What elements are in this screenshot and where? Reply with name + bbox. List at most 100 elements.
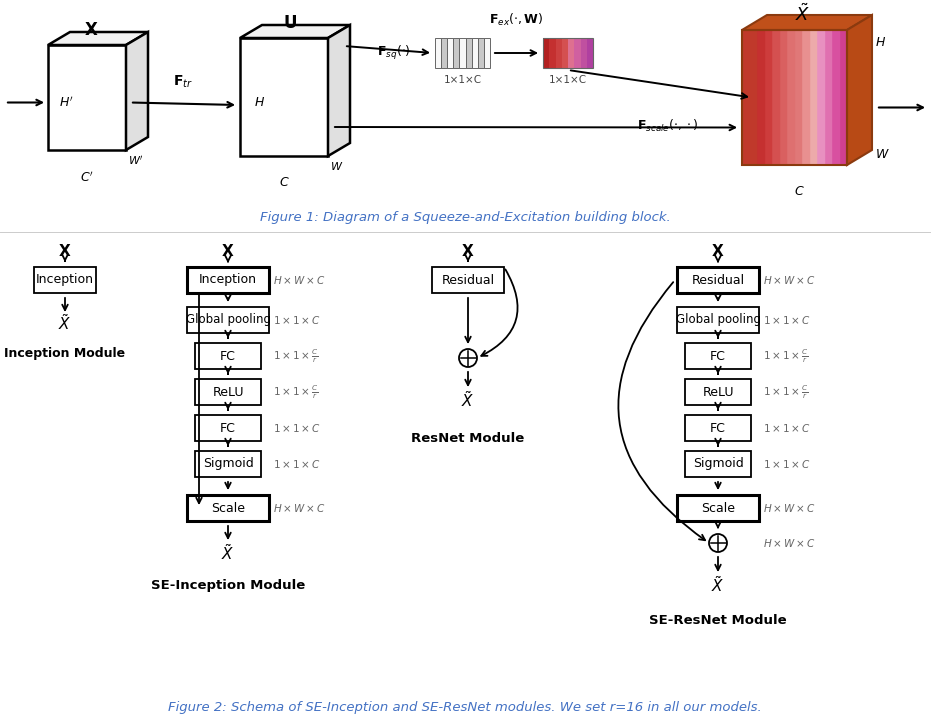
Polygon shape [840, 30, 847, 165]
Polygon shape [187, 307, 269, 333]
Text: $\tilde{X}$: $\tilde{X}$ [222, 543, 235, 563]
Text: $\tilde{X}$: $\tilde{X}$ [59, 313, 72, 333]
Polygon shape [685, 343, 751, 369]
Text: Inception: Inception [199, 274, 257, 287]
Text: Residual: Residual [692, 274, 745, 287]
Text: $1\times 1\times\frac{C}{r}$: $1\times 1\times\frac{C}{r}$ [273, 347, 318, 365]
Polygon shape [195, 379, 261, 405]
Bar [556, 38, 561, 68]
Text: $1\times 1\times\frac{C}{r}$: $1\times 1\times\frac{C}{r}$ [763, 347, 809, 365]
Text: $1\times 1\times\frac{C}{r}$: $1\times 1\times\frac{C}{r}$ [273, 383, 318, 401]
Text: Inception Module: Inception Module [5, 347, 126, 360]
Polygon shape [749, 30, 757, 165]
Polygon shape [742, 15, 872, 30]
Bar [587, 38, 593, 68]
Text: $1\times 1\times C$: $1\times 1\times C$ [273, 458, 321, 470]
Text: Residual: Residual [441, 274, 494, 287]
Text: $\mathbf{F}_{ex}(\cdot,\mathbf{W})$: $\mathbf{F}_{ex}(\cdot,\mathbf{W})$ [490, 12, 544, 28]
Text: $\mathbf{F}_{sq}(\cdot)$: $\mathbf{F}_{sq}(\cdot)$ [377, 44, 411, 62]
Text: X: X [712, 243, 724, 258]
Text: Global pooling: Global pooling [676, 313, 761, 327]
Text: $H'$: $H'$ [59, 96, 74, 110]
Polygon shape [809, 30, 817, 165]
Polygon shape [677, 495, 759, 521]
Text: $H\times W\times C$: $H\times W\times C$ [763, 502, 816, 514]
Bar [543, 38, 593, 68]
Polygon shape [48, 45, 126, 150]
Bar [459, 38, 466, 68]
Text: $\mathbf{F}_{tr}$: $\mathbf{F}_{tr}$ [173, 73, 193, 90]
Text: SE-Inception Module: SE-Inception Module [151, 579, 305, 592]
Text: Global pooling: Global pooling [185, 313, 271, 327]
Text: FC: FC [220, 421, 236, 434]
Text: $1\times 1\times C$: $1\times 1\times C$ [763, 458, 811, 470]
Text: ResNet Module: ResNet Module [412, 432, 525, 445]
Polygon shape [832, 30, 840, 165]
Text: $1\times 1\times\frac{C}{r}$: $1\times 1\times\frac{C}{r}$ [763, 383, 809, 401]
Text: X: X [462, 243, 474, 258]
Polygon shape [240, 25, 350, 38]
Text: FC: FC [710, 421, 726, 434]
Text: $W$: $W$ [875, 148, 890, 161]
Text: $W'$: $W'$ [128, 154, 143, 167]
Bar [435, 38, 441, 68]
Polygon shape [195, 415, 261, 441]
Circle shape [459, 349, 477, 367]
Polygon shape [195, 343, 261, 369]
Polygon shape [48, 32, 148, 45]
Text: ReLU: ReLU [702, 385, 734, 398]
Polygon shape [432, 267, 504, 293]
Polygon shape [794, 30, 802, 165]
Text: X: X [85, 21, 98, 39]
Bar [561, 38, 568, 68]
Polygon shape [817, 30, 825, 165]
Bar [568, 38, 574, 68]
Text: $1\times 1\times C$: $1\times 1\times C$ [763, 314, 811, 326]
Text: X: X [60, 243, 71, 258]
Polygon shape [195, 451, 261, 477]
Text: $H\times W\times C$: $H\times W\times C$ [273, 274, 326, 286]
Text: $H\times W\times C$: $H\times W\times C$ [763, 537, 816, 549]
Text: $\tilde{X}$: $\tilde{X}$ [711, 575, 724, 595]
Polygon shape [187, 495, 269, 521]
Text: 1×1×C: 1×1×C [549, 75, 587, 85]
Polygon shape [187, 267, 269, 293]
Text: Scale: Scale [211, 502, 245, 515]
Bar [472, 38, 478, 68]
Bar [543, 38, 549, 68]
Bar [466, 38, 472, 68]
Text: X: X [223, 243, 234, 258]
Text: Inception: Inception [36, 274, 94, 287]
Text: 1×1×C: 1×1×C [443, 75, 481, 85]
Text: Figure 2: Schema of SE-Inception and SE-ResNet modules. We set r=16 in all our m: Figure 2: Schema of SE-Inception and SE-… [169, 702, 762, 715]
Polygon shape [328, 25, 350, 156]
Text: Figure 1: Diagram of a Squeeze-and-Excitation building block.: Figure 1: Diagram of a Squeeze-and-Excit… [260, 211, 670, 224]
Bar [447, 38, 453, 68]
Text: $1\times 1\times C$: $1\times 1\times C$ [273, 422, 321, 434]
Text: Sigmoid: Sigmoid [693, 458, 743, 471]
Text: $H\times W\times C$: $H\times W\times C$ [763, 274, 816, 286]
Polygon shape [685, 415, 751, 441]
Polygon shape [825, 30, 832, 165]
Text: SE-ResNet Module: SE-ResNet Module [649, 615, 787, 628]
Polygon shape [240, 38, 328, 156]
Bar [484, 38, 490, 68]
Bar [574, 38, 581, 68]
Polygon shape [779, 30, 787, 165]
Text: U: U [283, 14, 297, 32]
Polygon shape [742, 30, 749, 165]
Polygon shape [685, 379, 751, 405]
Text: $C'$: $C'$ [80, 170, 94, 185]
Bar [549, 38, 556, 68]
Polygon shape [677, 307, 759, 333]
Text: Sigmoid: Sigmoid [203, 458, 253, 471]
Polygon shape [34, 267, 96, 293]
Polygon shape [802, 30, 809, 165]
Polygon shape [847, 15, 872, 165]
Text: $\tilde{X}$: $\tilde{X}$ [795, 4, 810, 25]
Text: FC: FC [710, 350, 726, 363]
Circle shape [709, 534, 727, 552]
Polygon shape [787, 30, 794, 165]
Text: FC: FC [220, 350, 236, 363]
Polygon shape [126, 32, 148, 150]
